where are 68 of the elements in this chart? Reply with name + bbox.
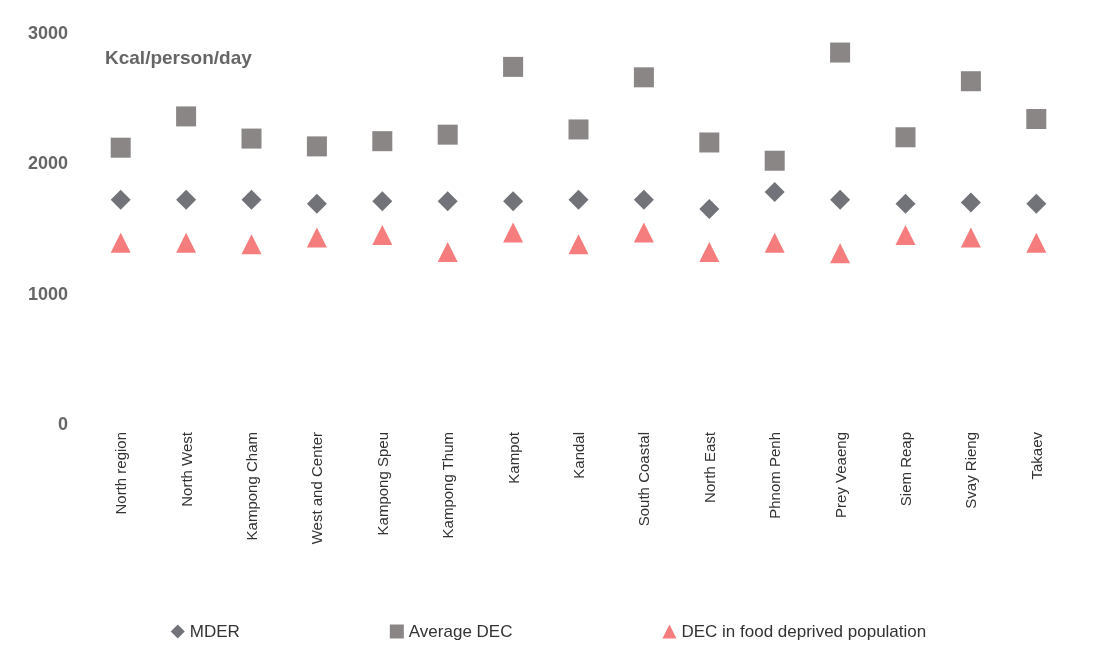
point — [568, 234, 589, 255]
point — [437, 191, 458, 212]
point — [699, 241, 720, 262]
point — [372, 225, 393, 246]
point — [110, 189, 131, 210]
point — [372, 131, 393, 152]
x-tick-label: Siem Reap — [897, 432, 914, 507]
x-tick-label: Kampong Cham — [243, 432, 260, 541]
x-tick-label: Kampong Thum — [439, 432, 457, 539]
point — [1026, 109, 1047, 130]
point — [830, 243, 851, 264]
x-tick-label: Kampong Speu — [373, 432, 391, 536]
x-tick-label: Kandal — [570, 432, 587, 479]
point — [306, 227, 327, 248]
point — [176, 189, 197, 210]
point — [241, 189, 262, 210]
point — [960, 71, 981, 92]
point — [372, 191, 393, 212]
x-tick-label: North East — [700, 431, 718, 503]
y-tick-label: 2000 — [27, 153, 68, 174]
point — [764, 232, 785, 253]
x-tick-label: South Coastal — [635, 432, 653, 527]
point — [503, 56, 524, 77]
point — [503, 222, 524, 243]
x-tick-label: Takaev — [1027, 431, 1045, 480]
point — [241, 128, 262, 149]
x-tick-label: West and Center — [308, 432, 326, 545]
y-axis-title: Kcal/person/day — [105, 47, 253, 68]
point — [633, 222, 654, 243]
point — [306, 136, 327, 157]
point — [1026, 193, 1047, 214]
point — [503, 191, 524, 212]
point — [437, 124, 458, 145]
legend-label: Average DEC — [408, 622, 513, 641]
point — [241, 234, 262, 255]
point — [633, 189, 654, 210]
point — [830, 189, 851, 210]
point — [568, 119, 589, 140]
x-tick-label: North region — [112, 432, 130, 515]
legend-label: MDER — [189, 622, 240, 641]
point — [895, 127, 916, 148]
y-tick-label: 0 — [57, 414, 68, 434]
x-tick-label: Svay Rieng — [962, 432, 980, 509]
point — [633, 67, 654, 88]
x-tick-label: North West — [177, 431, 195, 507]
point — [176, 106, 197, 127]
point — [895, 193, 916, 214]
point — [1026, 232, 1047, 253]
x-tick-label: Phnom Penh — [766, 432, 784, 519]
y-tick-label: 3000 — [27, 23, 68, 43]
point — [699, 132, 720, 153]
point — [960, 192, 981, 213]
point — [110, 137, 131, 158]
x-tick-label: Prey Veaeng — [831, 432, 849, 518]
point — [699, 198, 720, 219]
point — [830, 42, 851, 63]
point — [568, 189, 589, 210]
point — [960, 227, 981, 248]
point — [306, 193, 327, 214]
point — [895, 225, 916, 246]
legend-label: DEC in food deprived population — [681, 622, 927, 641]
point — [764, 150, 785, 171]
point — [764, 182, 785, 203]
y-tick-label: 1000 — [27, 283, 68, 304]
point — [437, 241, 458, 262]
x-tick-label: Kampot — [504, 431, 522, 484]
point — [176, 232, 197, 253]
point — [110, 232, 131, 253]
